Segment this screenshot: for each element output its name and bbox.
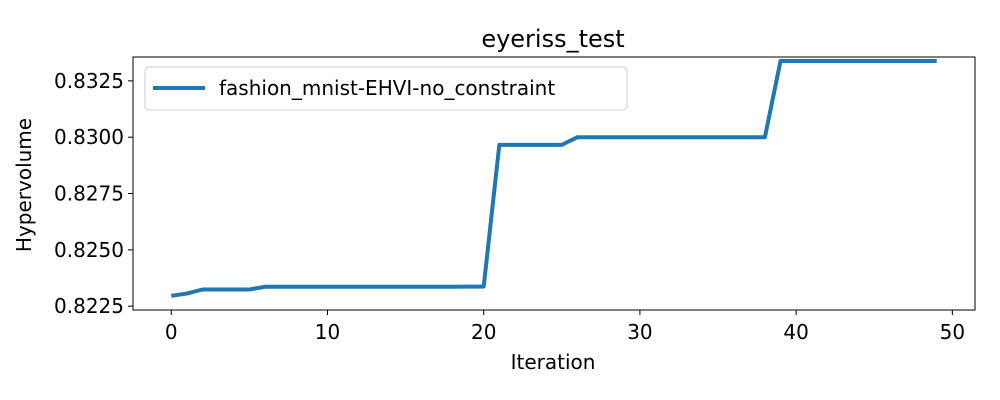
y-axis-label: Hypervolume (12, 118, 36, 252)
x-tick-label: 30 (627, 320, 652, 344)
legend-box (144, 66, 628, 111)
x-tick-label: 50 (940, 320, 965, 344)
chart-title: eyeriss_test (481, 25, 624, 53)
x-axis: 0 10 20 30 40 50 (165, 310, 965, 344)
x-tick-label: 10 (315, 320, 340, 344)
plot-marks (170, 59, 937, 298)
y-tick-label: 0.8300 (54, 125, 124, 149)
y-tick-label: 0.8225 (54, 294, 124, 318)
y-tick-label: 0.8275 (54, 182, 124, 206)
legend-label: fashion_mnist-EHVI-no_constraint (219, 76, 555, 100)
y-axis: 0.8225 0.8250 0.8275 0.8300 0.8325 (54, 69, 133, 318)
y-tick-label: 0.8325 (54, 69, 124, 93)
legend: fashion_mnist-EHVI-no_constraint (144, 66, 628, 111)
plot-frame (132, 56, 976, 311)
series-line (170, 59, 937, 298)
x-tick-label: 20 (471, 320, 496, 344)
x-axis-label: Iteration (511, 350, 596, 374)
y-tick-label: 0.8250 (54, 238, 124, 262)
x-tick-label: 0 (165, 320, 178, 344)
x-tick-label: 40 (783, 320, 808, 344)
